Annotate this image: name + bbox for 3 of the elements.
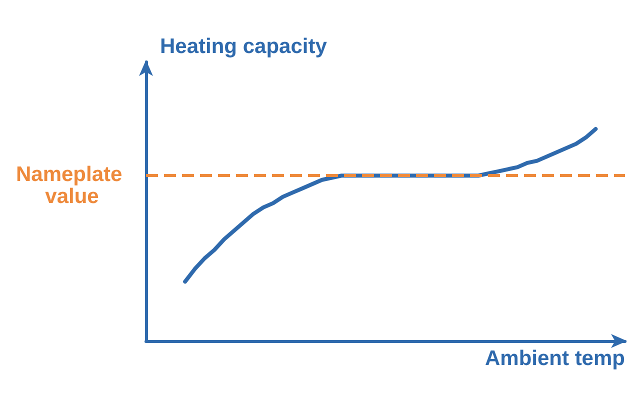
y-axis-title: Heating capacity (160, 35, 328, 58)
ref-line-label: Nameplate value (16, 163, 128, 208)
x-axis-title: Ambient temp (484, 347, 625, 370)
